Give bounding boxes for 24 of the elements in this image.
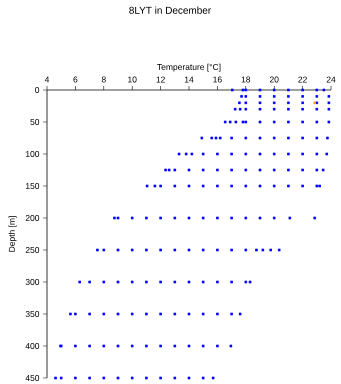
y-tick-label: 150 [26, 183, 40, 189]
x-tick-label: 12 [156, 76, 165, 82]
chart-title: 8LYT in December [129, 6, 211, 14]
y-tick-label: 50 [30, 119, 40, 125]
y-tick-label: 0 [35, 87, 40, 93]
y-tick-label: 300 [26, 279, 40, 285]
x-tick-label: 14 [184, 76, 194, 82]
x-tick-label: 20 [270, 76, 279, 82]
y-tick-label: 100 [26, 151, 40, 157]
x-tick-label: 18 [242, 76, 250, 82]
x-tick-label: 24 [326, 76, 336, 82]
x-tick-label: 10 [128, 76, 137, 82]
x-tick-label: 22 [298, 76, 307, 82]
y-tick-label: 400 [26, 343, 40, 349]
y-axis-title: Depth [m] [8, 216, 17, 252]
y-tick-label: 200 [26, 215, 40, 221]
x-tick-label: 8 [102, 76, 106, 82]
x-tick-label: 6 [73, 76, 78, 82]
x-axis-title: Temperature [°C] [157, 64, 220, 72]
x-tick-label: 16 [213, 76, 222, 82]
y-tick-label: 350 [26, 311, 40, 317]
y-tick-label: 250 [26, 247, 40, 253]
y-tick-label: 450 [26, 375, 40, 381]
x-tick-label: 4 [44, 76, 50, 82]
